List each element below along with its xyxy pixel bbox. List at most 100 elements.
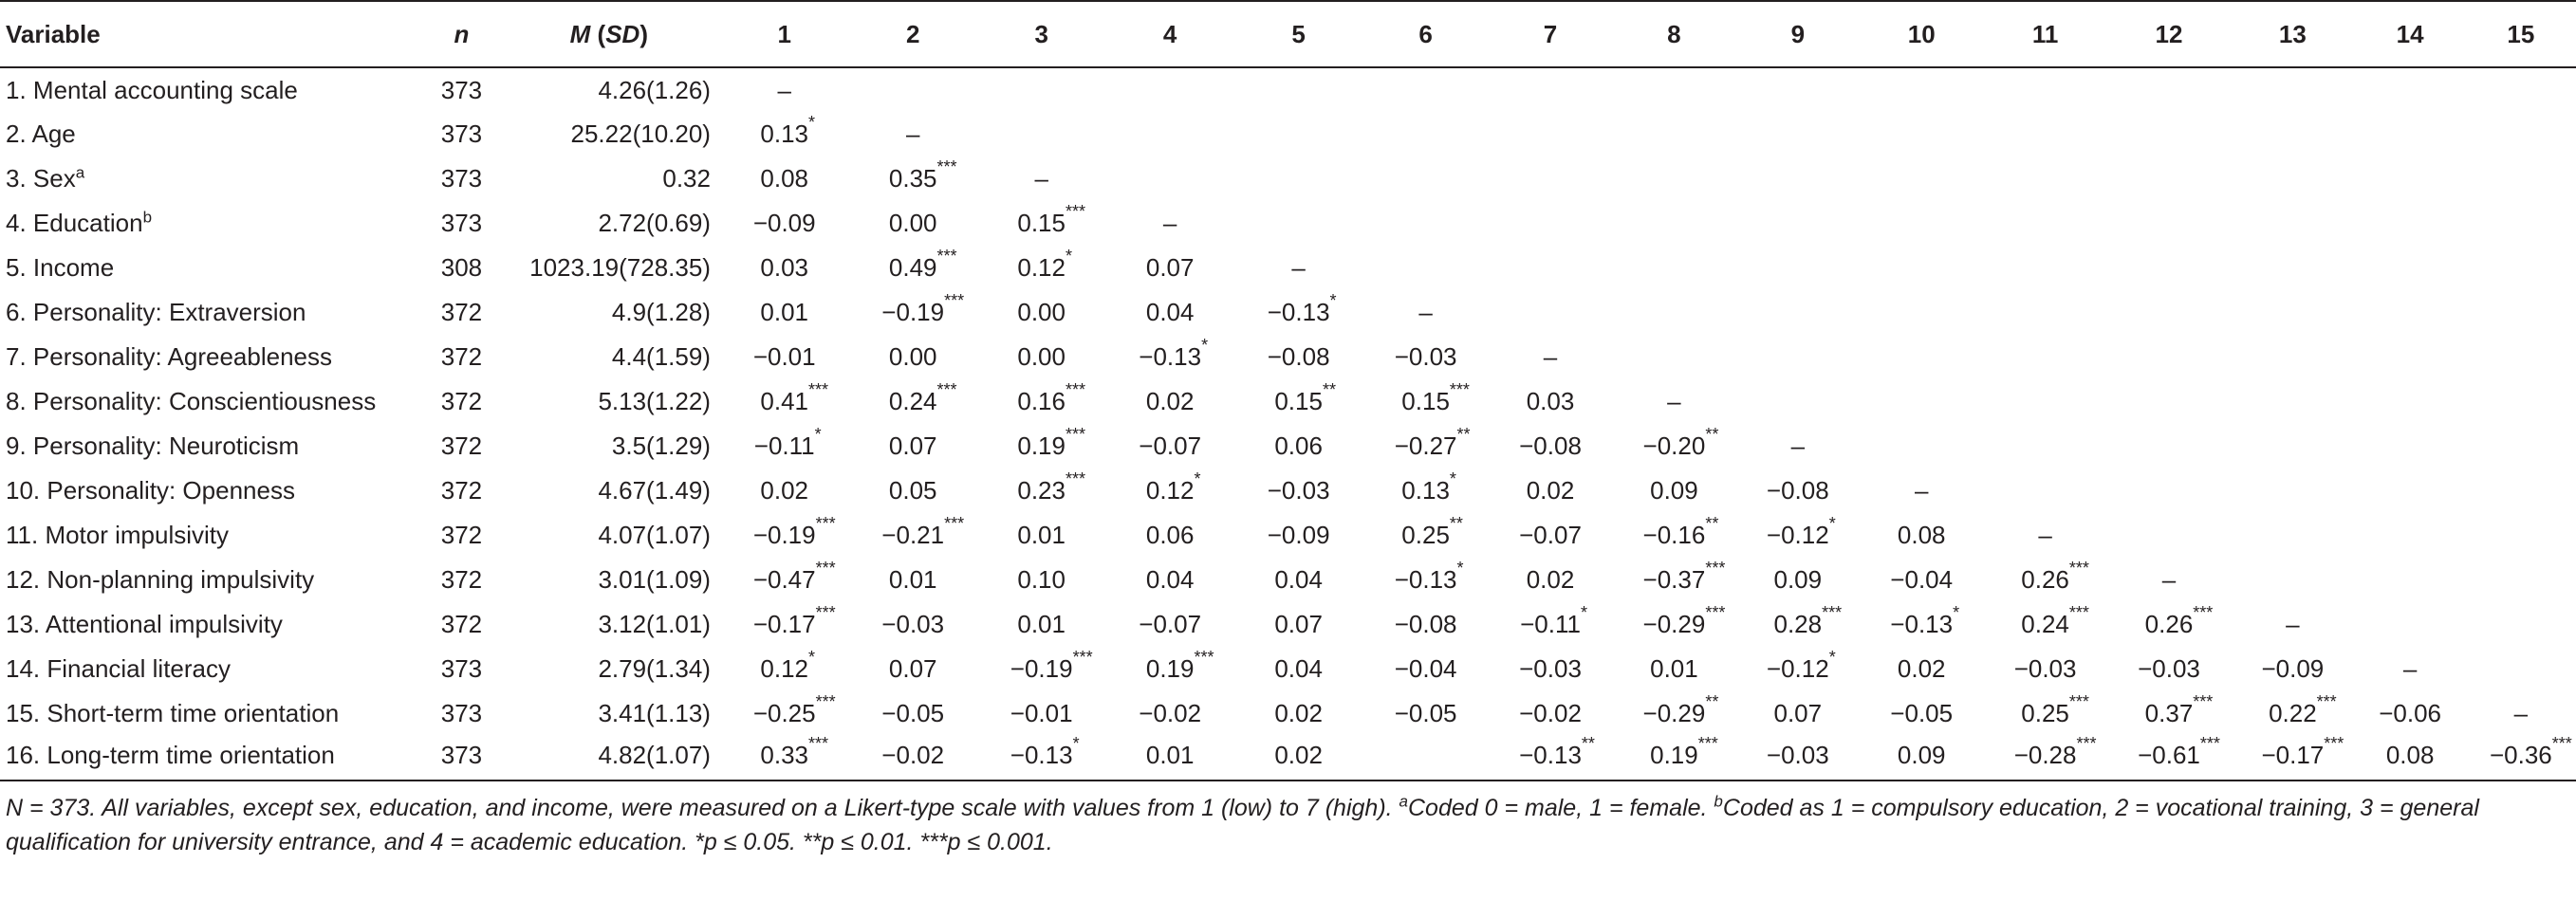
table-row: 8. Personality: Conscientiousness 372 5.13… — [0, 379, 2576, 424]
correlation-cell — [2355, 290, 2466, 335]
header-col: 10 — [1860, 0, 1984, 68]
correlation-value-wrap: 0.19 *** — [1650, 735, 1718, 770]
correlation-value-wrap: 0.02 — [760, 476, 808, 505]
correlation-value-wrap: 0.00 — [1017, 342, 1066, 372]
correlation-cell: 0.04 — [1105, 290, 1233, 335]
correlation-value-wrap: – — [1163, 209, 1177, 238]
correlation-table-container: Variable n M (SD) 1 2 3 4 5 6 7 8 9 10 1… — [0, 0, 2576, 855]
correlation-cell — [2466, 201, 2576, 246]
correlation-value-wrap: 0.28 *** — [1774, 604, 1843, 639]
correlation-value-wrap: – — [2286, 610, 2299, 639]
variable-label: 16. Long-term time orientation — [6, 740, 335, 769]
correlation-cell — [1860, 424, 1983, 468]
table-row: 1. Mental accounting scale 373 4.26(1.26) – — [0, 67, 2576, 112]
correlation-value-wrap: 0.05 — [889, 476, 937, 505]
correlation-cell: 0.15 *** — [1362, 379, 1488, 424]
significance-stars: * — [1449, 469, 1456, 488]
correlation-cell — [2466, 156, 2576, 201]
correlation-value-wrap: 0.07 — [889, 654, 937, 684]
correlation-cell — [2231, 424, 2354, 468]
correlation-cell: – — [1489, 335, 1612, 379]
variable-cell: 5. Income — [0, 246, 425, 290]
correlation-cell: 0.07 — [1736, 691, 1860, 736]
correlation-value: −0.05 — [881, 699, 945, 727]
significance-stars: *** — [1065, 380, 1085, 399]
correlation-value-wrap: – — [1034, 164, 1047, 193]
variable-cell: 6. Personality: Extraversion — [0, 290, 425, 335]
correlation-cell — [2466, 379, 2576, 424]
n-cell: 373 — [440, 75, 483, 104]
variable-cell: 13. Attentional impulsivity — [0, 602, 425, 647]
header-col: 11 — [1983, 0, 2107, 68]
header-col: 5 — [1233, 0, 1363, 68]
correlation-value-wrap: −0.13 * — [1890, 604, 1959, 639]
correlation-value-wrap: 0.25 *** — [2021, 693, 2089, 728]
correlation-value: −0.11 — [1520, 610, 1581, 638]
correlation-value: 0.12 — [1145, 476, 1195, 505]
correlation-value: 0.00 — [888, 342, 937, 371]
mean-sd-cell: 4.4(1.59) — [611, 342, 711, 371]
correlation-cell: 0.01 — [848, 558, 976, 602]
correlation-cell: −0.16 ** — [1612, 513, 1735, 558]
correlation-cell: −0.07 — [1489, 513, 1612, 558]
correlation-table: Variable n M (SD) 1 2 3 4 5 6 7 8 9 10 1… — [0, 0, 2576, 781]
footnote-sup-b: b — [1714, 792, 1723, 811]
correlation-cell — [2355, 424, 2466, 468]
correlation-value-wrap: 0.12 * — [1017, 248, 1072, 283]
correlation-value-wrap: 0.00 — [1017, 298, 1066, 327]
correlation-cell: 0.03 — [720, 246, 848, 290]
correlation-cell — [2107, 424, 2231, 468]
correlation-cell — [1612, 201, 1735, 246]
correlation-cell: – — [720, 67, 848, 112]
correlation-cell: −0.21 *** — [848, 513, 976, 558]
correlation-value: −0.02 — [1139, 699, 1202, 727]
correlation-cell — [2355, 201, 2466, 246]
significance-stars: * — [1329, 291, 1337, 310]
correlation-value-wrap: −0.28 *** — [2014, 735, 2097, 770]
correlation-cell — [2355, 602, 2466, 647]
correlation-cell: 0.19 *** — [1612, 735, 1736, 781]
correlation-cell: 0.09 — [1860, 736, 1984, 781]
correlation-cell: – — [2355, 647, 2466, 691]
correlation-cell — [1489, 67, 1612, 112]
significance-stars: *** — [2193, 692, 2214, 711]
correlation-cell — [2231, 558, 2354, 602]
correlation-value: 0.06 — [1145, 521, 1195, 549]
mean-sd-cell: 3.5(1.29) — [611, 432, 711, 460]
correlation-cell: 0.24 *** — [1983, 602, 2106, 647]
correlation-cell: −0.17 *** — [2231, 735, 2355, 781]
correlation-value: – — [1418, 298, 1433, 326]
correlation-cell: −0.03 — [1983, 647, 2106, 691]
correlation-cell: −0.61 *** — [2106, 735, 2232, 781]
correlation-cell: −0.13 * — [1234, 290, 1362, 335]
significance-stars: *** — [1449, 380, 1470, 399]
correlation-value-wrap: −0.03 — [1519, 654, 1582, 684]
correlation-value: 0.22 — [2269, 699, 2317, 727]
correlation-value: 0.07 — [1274, 610, 1323, 638]
correlation-cell: −0.03 — [1735, 736, 1860, 781]
correlation-cell — [1612, 246, 1735, 290]
correlation-cell: 0.06 — [1105, 513, 1233, 558]
correlation-cell: 0.01 — [977, 602, 1105, 647]
correlation-cell: 0.09 — [1736, 558, 1860, 602]
correlation-cell: 0.06 — [1234, 424, 1362, 468]
significance-stars: *** — [1705, 603, 1726, 622]
table-row: 12. Non-planning impulsivity 372 3.01(1.09… — [0, 558, 2576, 602]
significance-stars: * — [808, 113, 816, 132]
correlation-value: −0.13 — [1519, 740, 1582, 769]
correlation-cell — [2107, 156, 2231, 201]
correlation-value-wrap: 0.15 ** — [1274, 381, 1336, 416]
correlation-value: 0.10 — [1017, 565, 1066, 594]
correlation-value: 0.23 — [1017, 476, 1066, 505]
correlation-value-wrap: −0.17 *** — [2261, 735, 2344, 770]
correlation-value-wrap: – — [1915, 476, 1928, 505]
correlation-cell — [2107, 468, 2231, 513]
correlation-value: −0.05 — [1890, 699, 1954, 727]
correlation-cell: −0.03 — [848, 602, 976, 647]
correlation-cell: 0.00 — [848, 201, 976, 246]
correlation-value-wrap: −0.11 * — [754, 426, 822, 461]
correlation-cell: −0.13 ** — [1488, 735, 1613, 781]
correlation-cell: −0.05 — [1362, 691, 1488, 736]
significance-stars: * — [1580, 603, 1587, 622]
correlation-value: −0.17 — [752, 610, 816, 638]
